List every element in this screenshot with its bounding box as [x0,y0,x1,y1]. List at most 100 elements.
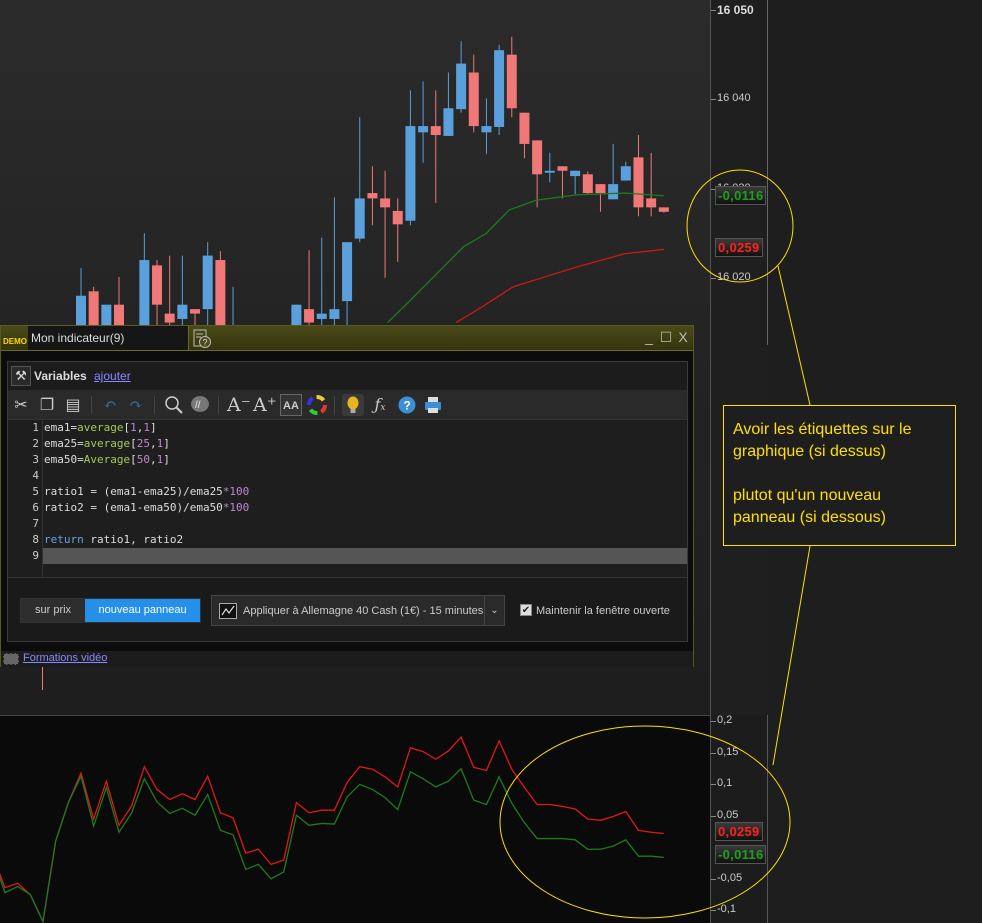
candle-down[interactable] [506,54,517,109]
wrench-icon[interactable]: ⚒ [11,366,31,386]
candle-down[interactable] [430,126,441,136]
tab-indicator[interactable]: Mon indicateur(9) [28,326,189,350]
cut-icon[interactable]: ✂ [14,395,28,414]
undo-icon[interactable]: ↶ [103,395,117,414]
candle-up[interactable] [570,170,581,177]
candle-up[interactable] [329,309,340,319]
color-wheel-icon[interactable] [306,394,328,416]
copy-icon[interactable]: ❐ [39,395,55,414]
code-token: ] [163,437,170,450]
candle-down[interactable] [164,313,175,323]
candle-up[interactable] [291,304,302,341]
candle-down[interactable] [380,198,391,208]
series-line-ratio2 [0,767,664,923]
candle-down[interactable] [304,309,315,323]
code-line[interactable]: ema50=Average[50,1] [44,453,170,466]
chevron-down-icon[interactable]: ⌄ [484,596,504,625]
candle-down[interactable] [468,72,479,127]
minimize-button[interactable]: _ [645,329,653,345]
line-number: 5 [32,485,39,498]
video-training-link[interactable]: Formations vidéo [23,652,108,664]
annotation-line: graphique (si dessus) [733,443,886,460]
font-increase-icon[interactable]: A⁺ [253,394,277,416]
indicator-editor-window: DEMO Mon indicateur(9) ? _ ☐ X ⚒ Variabl… [0,325,694,667]
keep-open-label[interactable]: Maintenir la fenêtre ouverte [536,605,670,617]
candle-down[interactable] [152,265,163,305]
comment-icon[interactable]: // [189,394,211,416]
candle-up[interactable] [481,126,492,133]
candle-up[interactable] [608,184,619,200]
y-tick-label: 0,15 [717,745,739,758]
indicator-panel[interactable] [0,715,710,923]
candle-down[interactable] [582,174,593,194]
value-badge: 0,0259 [715,237,763,257]
window-titlebar[interactable]: DEMO Mon indicateur(9) ? _ ☐ X [1,326,693,351]
code-line[interactable]: ratio1 = (ema1-ema25)/ema25*100 [44,485,249,498]
code-token: [ [130,437,137,450]
candle-up[interactable] [342,242,353,302]
redo-icon[interactable]: ↷ [129,395,143,414]
font-case-icon[interactable]: AA [280,394,302,416]
candle-up[interactable] [316,313,327,319]
candle-down[interactable] [595,184,606,194]
paste-icon[interactable]: ▤ [65,395,81,414]
code-line[interactable]: ratio2 = (ema1-ema50)/ema50*100 [44,501,249,514]
candle-down[interactable] [88,291,99,332]
candle-up[interactable] [494,50,505,127]
candle-up[interactable] [544,170,555,173]
candle-down[interactable] [114,304,125,332]
code-line[interactable]: ema1=average[1,1] [44,421,157,434]
keep-open-checkbox[interactable]: ✔ [520,604,532,616]
candle-down[interactable] [646,198,657,208]
help-icon[interactable]: ? [396,394,418,416]
candle-down[interactable] [633,157,644,208]
print-icon[interactable] [422,394,444,416]
search-icon[interactable] [163,394,185,416]
code-line[interactable]: return ratio1, ratio2 [44,533,183,546]
new-panel-button[interactable]: nouveau panneau [85,599,201,622]
candle-up[interactable] [354,198,365,239]
variables-header: ⚒ Variables ajouter [8,362,687,390]
candle-down[interactable] [392,210,403,225]
font-decrease-icon[interactable]: A⁻ [227,394,251,416]
candle-down[interactable] [215,260,226,350]
candle-up[interactable] [405,126,416,221]
help-document-icon[interactable]: ? [192,329,212,349]
candle-up[interactable] [177,304,188,319]
code-token: average [83,437,131,450]
indicator-axis[interactable]: 0,2 0,15 0,1 0,05 -0,05 -0,1 0,0259 -0,0116 [710,714,768,923]
candle-down[interactable] [519,112,530,144]
candle-up[interactable] [620,166,631,181]
annotation-line: Avoir les étiquettes sur le [733,421,912,438]
candle-up[interactable] [202,255,213,310]
close-button[interactable]: X [678,329,688,345]
price-label: 16 040 [717,92,751,105]
maximize-button[interactable]: ☐ [659,329,673,345]
annotation-line [733,463,946,485]
axis-tick [711,752,716,754]
code-token: [ [123,421,131,434]
axis-tick [711,784,716,785]
candle-up[interactable] [418,126,429,133]
code-line[interactable]: ema25=average[25,1] [44,437,170,450]
lightbulb-icon[interactable] [342,394,364,416]
candle-up[interactable] [76,295,86,332]
candle-down[interactable] [658,207,669,212]
on-price-button[interactable]: sur prix [21,599,86,622]
candle-up[interactable] [456,63,467,110]
candle-up[interactable] [101,304,112,332]
annotation-line: panneau (si dessous) [733,509,886,526]
candle-down[interactable] [557,166,568,171]
candle-down[interactable] [532,140,543,175]
editor-toolbar: ✂ ❐ ▤ ↶ ↷ // A⁻ A⁺ AA ƒx ? [8,390,687,420]
candle-down[interactable] [367,193,378,199]
candle-down[interactable] [190,309,201,314]
candle-up[interactable] [139,260,150,332]
add-variable-link[interactable]: ajouter [94,369,131,383]
function-icon[interactable]: ƒx [374,395,386,414]
apply-to-select[interactable]: Appliquer à Allemagne 40 Cash (1€) - 15 … [211,595,505,626]
line-number: 4 [32,469,39,482]
candle-up[interactable] [443,108,454,136]
